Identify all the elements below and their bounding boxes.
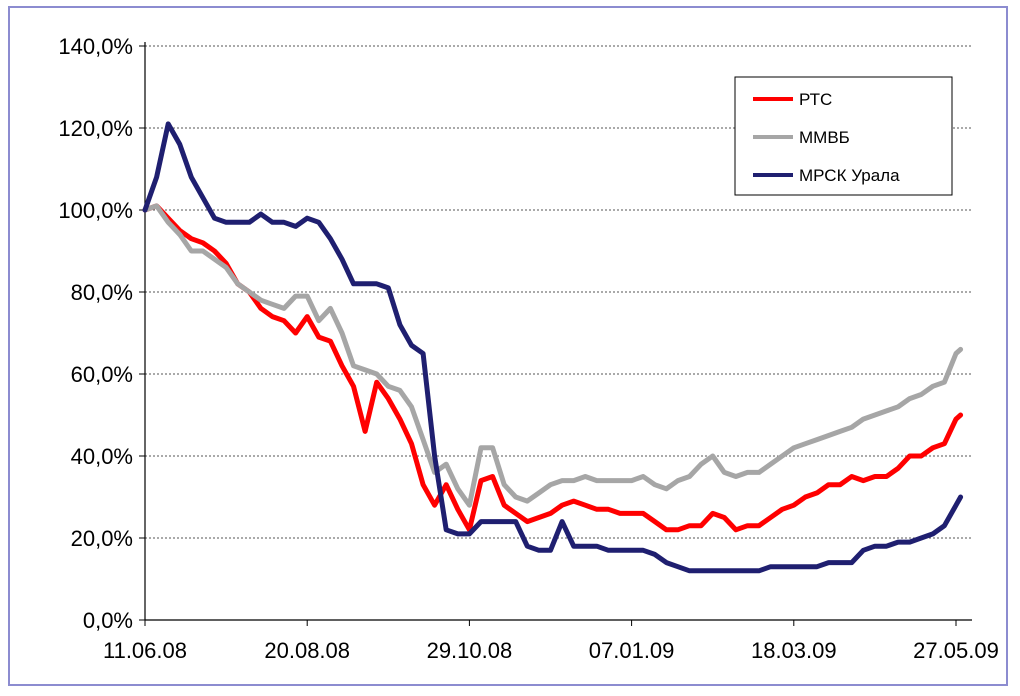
y-tick-label: 120,0% [58, 116, 133, 141]
x-tick-label: 20.08.08 [264, 638, 350, 663]
y-tick-label: 140,0% [58, 34, 133, 59]
x-tick-label: 11.06.08 [103, 638, 187, 663]
y-tick-label: 60,0% [71, 362, 133, 387]
legend-label: РТС [799, 90, 832, 109]
x-tick-label: 27.05.09 [913, 638, 999, 663]
y-tick-label: 80,0% [71, 280, 133, 305]
y-tick-label: 40,0% [71, 444, 133, 469]
series-line-1 [142, 203, 964, 533]
series-line-2 [142, 203, 964, 508]
x-tick-label: 07.01.09 [589, 638, 675, 663]
y-tick-label: 0,0% [83, 608, 133, 633]
x-tick-label: 18.03.09 [751, 638, 837, 663]
series-line-3 [142, 121, 964, 574]
legend-label: ММВБ [799, 128, 850, 147]
y-tick-label: 100,0% [58, 198, 133, 223]
y-tick-label: 20,0% [71, 526, 133, 551]
legend-label: МРСК Урала [799, 166, 900, 185]
x-tick-label: 29.10.08 [427, 638, 513, 663]
